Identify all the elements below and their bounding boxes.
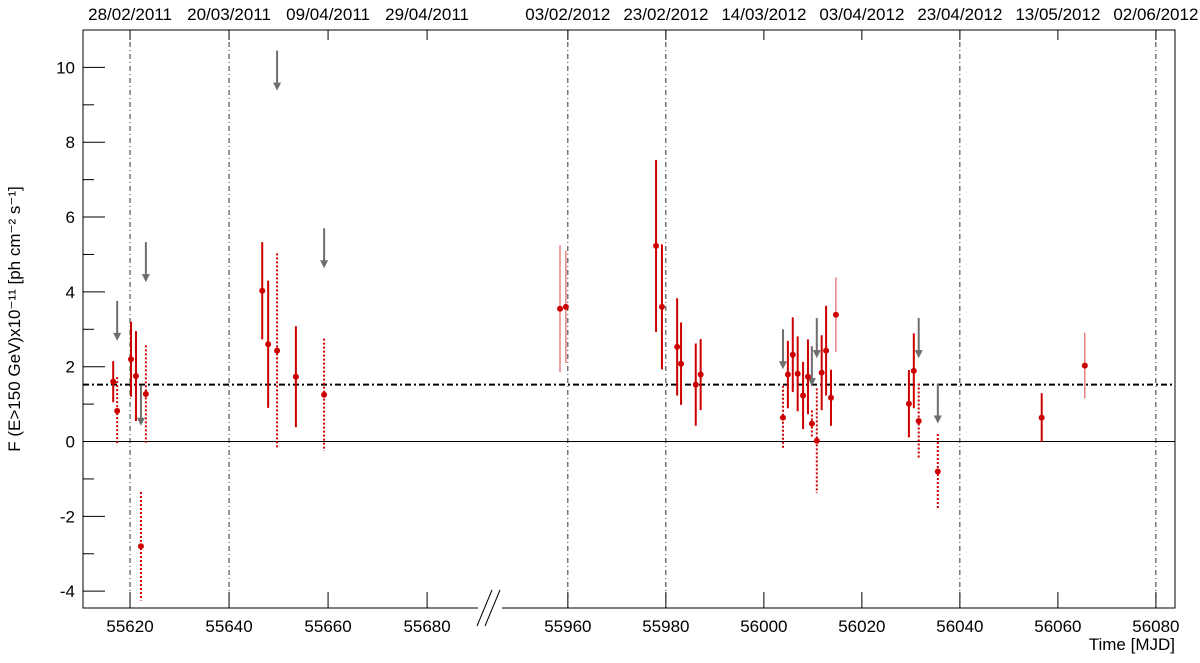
data-point	[274, 347, 281, 354]
data-point	[658, 303, 665, 310]
y-tick-label: -2	[60, 507, 75, 526]
y-tick-label: 0	[66, 433, 75, 452]
axis-break-gap	[478, 600, 502, 616]
data-point	[823, 347, 830, 354]
data-point	[697, 371, 704, 378]
top-date-label: 09/04/2011	[286, 5, 370, 24]
x-tick-label: 56000	[740, 617, 787, 636]
x-tick-label: 55660	[304, 617, 351, 636]
upper-limit-arrow	[933, 415, 942, 424]
x-tick-label: 55620	[106, 617, 153, 636]
axis-break	[476, 589, 502, 627]
data-point	[114, 407, 121, 414]
data-point	[259, 287, 266, 294]
upper-limit-arrow	[141, 274, 150, 283]
data-point	[789, 351, 796, 358]
top-date-label: 28/02/2011	[88, 5, 172, 24]
top-date-label: 02/06/2012	[1113, 5, 1198, 24]
upper-limit-arrow	[778, 361, 787, 370]
data-point	[265, 341, 272, 348]
data-point	[678, 360, 685, 367]
axis-break-mark	[476, 589, 493, 627]
upper-limit-arrow	[273, 82, 282, 91]
data-point	[653, 242, 660, 249]
data-point	[800, 392, 807, 399]
top-date-label: 14/03/2012	[721, 5, 806, 24]
top-date-label: 13/05/2012	[1015, 5, 1100, 24]
top-date-label: 03/04/2012	[819, 5, 904, 24]
data-point	[562, 303, 569, 310]
x-tick-label: 55980	[642, 617, 689, 636]
data-point	[128, 356, 135, 363]
data-point	[905, 400, 912, 407]
data-point	[934, 468, 941, 475]
upper-limit-arrow	[812, 350, 821, 359]
y-tick-label: 4	[66, 283, 75, 302]
data-point	[110, 378, 117, 385]
data-point	[674, 343, 681, 350]
top-date-label: 29/04/2011	[385, 5, 469, 24]
top-date-label: 23/02/2012	[623, 5, 708, 24]
x-tick-label: 55680	[403, 617, 450, 636]
upper-limit-arrow	[320, 260, 329, 269]
data-point	[832, 311, 839, 318]
x-tick-label: 56020	[838, 617, 885, 636]
data-point	[1038, 414, 1045, 421]
y-tick-label: 6	[66, 208, 75, 227]
top-date-label: 03/02/2012	[525, 5, 610, 24]
upper-limit-arrow	[807, 378, 816, 387]
data-point	[321, 391, 328, 398]
x-tick-label: 56060	[1034, 617, 1081, 636]
x-tick-label: 55960	[544, 617, 591, 636]
y-tick-label: 10	[56, 58, 75, 77]
x-tick-label: 55640	[205, 617, 252, 636]
plot-frame	[82, 29, 1176, 609]
data-point	[794, 370, 801, 377]
data-point	[818, 369, 825, 376]
data-point	[132, 373, 139, 380]
top-date-label: 20/03/2011	[187, 5, 271, 24]
data-point	[804, 373, 811, 380]
y-tick-label: 2	[66, 358, 75, 377]
data-point	[779, 414, 786, 421]
upper-limit-arrow	[113, 332, 122, 341]
data-point	[813, 437, 820, 444]
axis-break-mark	[484, 589, 501, 627]
data-point	[808, 420, 815, 427]
data-point	[915, 417, 922, 424]
x-tick-label: 56080	[1132, 617, 1179, 636]
data-point	[910, 367, 917, 374]
data-point	[692, 381, 699, 388]
top-date-label: 23/04/2012	[917, 5, 1002, 24]
upper-limit-arrow	[136, 417, 145, 426]
x-axis-label: Time [MJD]	[1089, 635, 1175, 654]
y-axis-label: F (E>150 GeV)x10⁻¹¹ [ph cm⁻² s⁻¹]	[5, 186, 24, 451]
data-point	[784, 371, 791, 378]
upper-limit-arrow	[914, 350, 923, 359]
data-point	[137, 543, 144, 550]
y-tick-label: 8	[66, 133, 75, 152]
data-point	[292, 373, 299, 380]
data-point	[142, 391, 149, 398]
x-tick-label: 56040	[936, 617, 983, 636]
y-tick-label: -4	[60, 582, 75, 601]
data-point	[1081, 362, 1088, 369]
data-point	[557, 305, 564, 312]
data-point	[828, 394, 834, 401]
